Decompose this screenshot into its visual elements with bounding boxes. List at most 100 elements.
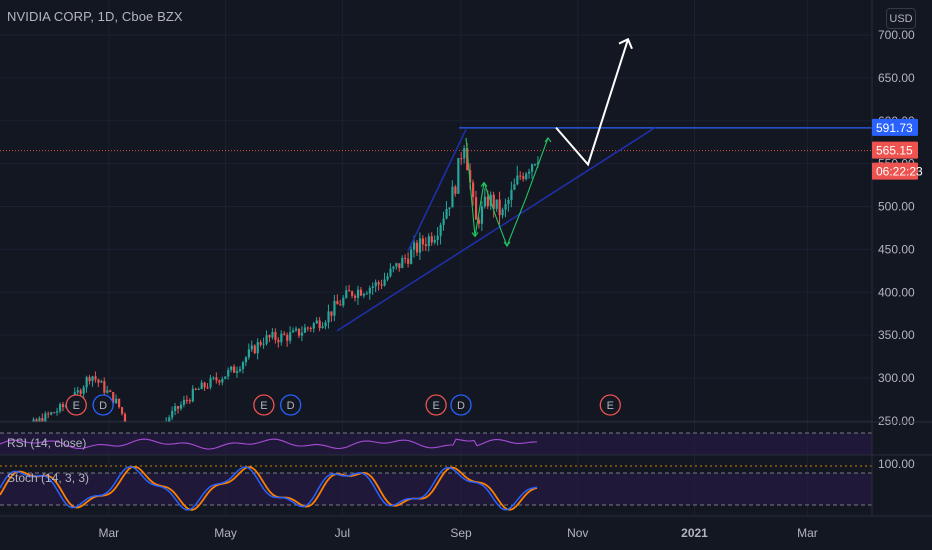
candle-body (383, 279, 386, 286)
candle-body (460, 158, 463, 160)
candle-body (392, 266, 395, 269)
earnings-event-label: E (260, 400, 267, 412)
resistance-price-tag-bg (872, 118, 918, 136)
last-price-tag-bg (872, 141, 918, 159)
currency-button[interactable]: USD (886, 8, 916, 29)
candle-body (274, 332, 277, 340)
indicator-lines (0, 438, 538, 511)
stoch-scale-label: 100.00 (878, 457, 915, 471)
pattern-arrowhead (471, 232, 479, 238)
resistance-price-tag: 591.73 (876, 121, 913, 135)
candle-body (91, 376, 94, 382)
dividend-event-icon (280, 394, 302, 416)
candle-body (118, 398, 121, 408)
y-tick-label: 400.00 (878, 285, 915, 299)
candle-body (35, 419, 38, 422)
candle-body (200, 382, 203, 390)
y-tick-label: 650.00 (878, 71, 915, 85)
candle-body (389, 268, 392, 277)
candle-body (100, 381, 103, 383)
candle-body (262, 343, 265, 345)
candle-body (318, 320, 321, 329)
candle-body (421, 238, 425, 245)
candle-body (247, 349, 250, 358)
candle-body (424, 244, 427, 247)
y-tick-label: 350.00 (878, 328, 915, 342)
candle-body (194, 388, 197, 390)
candle-body (531, 164, 534, 172)
indicator-panels (0, 432, 872, 506)
y-tick-label: 450.00 (878, 242, 915, 256)
candle-body (339, 304, 342, 306)
candle-body (330, 311, 333, 316)
candle-body (230, 366, 233, 371)
candle-body (525, 173, 528, 180)
candle-body (289, 332, 292, 341)
candle-body (268, 335, 271, 338)
candle-body (395, 263, 398, 267)
countdown-tag: 06:22:23 (876, 165, 923, 179)
candle-body (259, 342, 262, 345)
candle-body (88, 377, 91, 382)
last-price-tag: 565.15 (876, 144, 913, 158)
x-tick-label: Mar (99, 526, 120, 540)
candle-body (177, 406, 180, 409)
candle-body (354, 295, 357, 298)
drawings (0, 37, 872, 332)
candle-body (115, 398, 118, 404)
candle-body (253, 345, 256, 354)
candle-body (224, 376, 227, 379)
candle-body (171, 410, 174, 418)
candle-body (480, 206, 484, 224)
candle-body (454, 186, 457, 194)
candle-body (413, 242, 416, 250)
candle-body (76, 390, 79, 393)
candle-body (466, 147, 469, 171)
candle-body (516, 175, 519, 185)
candle-body (61, 404, 65, 408)
stoch-label[interactable]: Stoch (14, 3, 3) (7, 471, 90, 485)
candle-body (433, 239, 436, 243)
candle-body (365, 293, 368, 295)
candle-body (386, 276, 389, 280)
candle-body (303, 327, 307, 333)
candle-body (436, 235, 439, 240)
earnings-event-icon (65, 394, 87, 416)
stoch-k-line (0, 466, 538, 511)
x-tick-label: Mar (797, 526, 818, 540)
candle-body (398, 263, 401, 269)
candle-body (345, 290, 348, 298)
candle-body (306, 327, 309, 329)
candle-body (250, 345, 253, 350)
dividend-event-label: D (99, 400, 107, 412)
stoch-d-line (0, 466, 538, 511)
candle-body (188, 400, 191, 402)
x-tick-label: Nov (567, 526, 588, 540)
candle-body (477, 219, 481, 224)
candle-body (442, 218, 445, 225)
candle-body (333, 301, 336, 316)
candle-body (283, 333, 286, 335)
candle-body (286, 334, 289, 341)
candle-body (297, 328, 301, 336)
candle-body (236, 370, 239, 373)
candle-body (218, 380, 221, 383)
candle-body (501, 209, 504, 216)
rsi-label[interactable]: RSI (14, close) (7, 436, 87, 450)
candle-body (244, 357, 248, 363)
candle-body (362, 293, 366, 296)
candle-body (97, 379, 100, 383)
candle-body (212, 377, 215, 379)
candle-body (44, 413, 47, 422)
candle-body (510, 189, 513, 200)
candle-body (238, 369, 242, 371)
rising-wedge-line (407, 128, 467, 252)
pattern-zigzag (465, 137, 549, 248)
candle-body (528, 171, 531, 174)
candle-body (109, 390, 112, 393)
candle-body (315, 320, 318, 324)
candle-body (47, 413, 50, 415)
candle-body (410, 249, 413, 264)
dividend-event-label: D (287, 400, 295, 412)
